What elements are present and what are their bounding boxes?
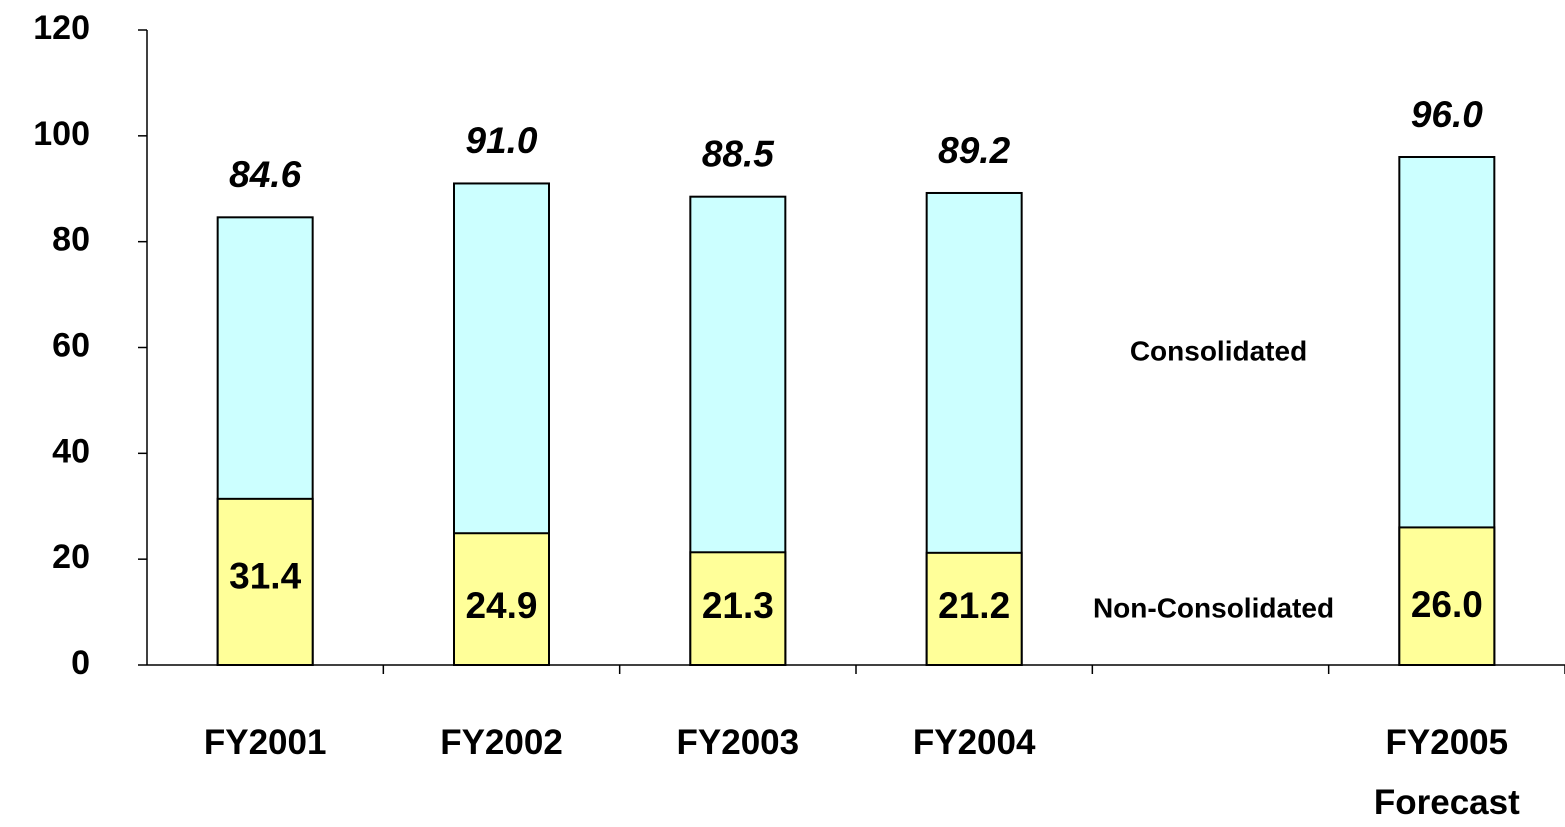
y-tick-label: 80 <box>52 221 90 259</box>
total-label: 84.6 <box>229 154 301 195</box>
bar <box>216 497 314 667</box>
x-tick-label: FY2001 <box>204 723 327 762</box>
x-tick-label: FY2003 <box>677 723 800 762</box>
value-label: 26.0 <box>1411 584 1483 625</box>
y-tick-label: 120 <box>33 9 90 47</box>
bar <box>925 551 1023 666</box>
y-tick-label: 20 <box>52 538 90 576</box>
value-label: 24.9 <box>465 585 537 626</box>
bar <box>689 551 787 666</box>
value-label: 21.2 <box>938 585 1010 626</box>
value-label: 21.3 <box>702 585 774 626</box>
y-tick-label: 40 <box>52 432 90 470</box>
y-tick-label: 100 <box>33 115 90 153</box>
bar <box>453 532 550 666</box>
series-label: Consolidated <box>1130 335 1307 366</box>
total-label: 96.0 <box>1411 94 1483 135</box>
y-tick-label: 0 <box>71 644 90 682</box>
y-tick-label: 60 <box>52 326 90 364</box>
total-label: 89.2 <box>938 130 1010 171</box>
value-label: 31.4 <box>229 556 301 597</box>
x-tick-label: FY2005 Forecast <box>1374 723 1520 822</box>
x-tick-label: FY2004 <box>913 723 1036 762</box>
total-label: 91.0 <box>465 120 537 161</box>
series-label: Non-Consolidated <box>1093 592 1334 623</box>
x-tick-label: FY2002 <box>440 723 563 762</box>
total-label: 88.5 <box>702 133 775 174</box>
bar <box>1398 526 1496 667</box>
